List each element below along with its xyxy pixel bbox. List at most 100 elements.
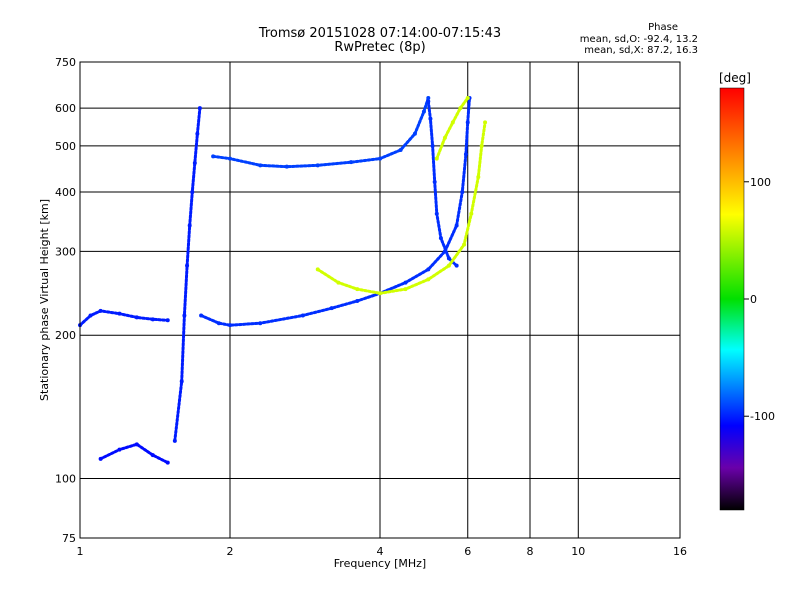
trace-point xyxy=(465,96,470,101)
y-tick-label: 200 xyxy=(55,329,76,342)
trace-point xyxy=(458,106,463,111)
trace-point xyxy=(463,152,468,157)
colorbar: [deg] 100 0 -100 xyxy=(719,71,775,511)
x-tick-label: 16 xyxy=(673,545,687,558)
plot-grid xyxy=(79,62,681,538)
trace-point xyxy=(378,156,382,161)
trace-point xyxy=(426,277,431,282)
trace-point xyxy=(329,306,334,311)
trace-point xyxy=(182,313,187,318)
trace-point xyxy=(460,189,465,194)
trace-point xyxy=(258,163,263,168)
trace-point xyxy=(179,379,184,384)
trace-point xyxy=(300,313,305,318)
trace-point xyxy=(428,116,433,121)
trace-point xyxy=(197,106,202,111)
x-tick-label: 4 xyxy=(377,545,384,558)
colorbar-label: [deg] xyxy=(719,71,751,85)
trace-point xyxy=(190,189,195,194)
trace-point xyxy=(446,263,451,268)
trace-point xyxy=(117,447,122,452)
y-axis-ticks: 75 100 200 300 400 500 600 750 xyxy=(55,56,76,545)
phase-stats-x: mean, sd,X: 87.2, 16.3 xyxy=(584,45,698,56)
colorbar-tick-label: -100 xyxy=(750,410,775,423)
trace-point xyxy=(446,256,451,261)
trace-point xyxy=(398,147,403,152)
colorbar-ticks: 100 0 -100 xyxy=(744,176,775,423)
plot-frame xyxy=(79,61,681,539)
trace-point xyxy=(462,242,467,247)
trace-point xyxy=(434,211,439,216)
trace-point xyxy=(438,236,443,241)
trace-line xyxy=(316,120,487,295)
trace-point xyxy=(442,135,447,140)
phase-stats-o: mean, sd,O: -92.4, 13.2 xyxy=(579,34,698,45)
y-tick-label: 400 xyxy=(55,186,76,199)
trace-point xyxy=(134,442,139,447)
trace-point xyxy=(426,267,431,272)
trace-point xyxy=(150,317,155,322)
y-tick-label: 500 xyxy=(55,140,76,153)
trace-point xyxy=(336,280,341,285)
trace-point xyxy=(165,318,170,323)
y-tick-label: 600 xyxy=(55,102,76,115)
colorbar-tick-label: 0 xyxy=(750,293,757,306)
trace-line xyxy=(78,309,170,327)
trace-point xyxy=(434,156,439,161)
trace-point xyxy=(469,211,474,216)
y-tick-label: 750 xyxy=(55,56,76,69)
plot-traces xyxy=(78,96,488,465)
trace-point xyxy=(479,143,484,148)
trace-point xyxy=(88,313,93,318)
x-tick-label: 6 xyxy=(464,545,471,558)
trace-point xyxy=(355,299,360,304)
trace-point xyxy=(228,156,232,161)
trace-point xyxy=(355,287,360,292)
trace-point xyxy=(187,223,192,228)
chart-subtitle: RwPretec (8p) xyxy=(334,40,426,55)
trace-point xyxy=(421,109,426,114)
trace-point xyxy=(378,291,382,296)
trace-line xyxy=(173,106,202,443)
trace-point xyxy=(315,267,320,272)
trace-line xyxy=(426,99,459,268)
trace-point xyxy=(403,280,408,285)
trace-point xyxy=(228,323,232,328)
trace-point xyxy=(465,120,470,125)
y-tick-label: 100 xyxy=(55,473,76,486)
trace-point xyxy=(476,174,481,179)
trace-point xyxy=(403,287,408,292)
trace-point xyxy=(430,143,435,148)
y-tick-label: 300 xyxy=(55,245,76,258)
trace-point xyxy=(426,96,431,101)
y-tick-label: 75 xyxy=(62,532,76,545)
trace-point xyxy=(450,120,455,125)
trace-point xyxy=(98,308,103,313)
trace-point xyxy=(192,161,197,166)
phase-stats-label: Phase xyxy=(648,22,678,33)
trace-point xyxy=(258,321,263,326)
trace-point xyxy=(117,311,122,316)
trace-point xyxy=(185,263,190,268)
trace-line xyxy=(99,442,170,465)
trace-line xyxy=(435,96,470,161)
trace-point xyxy=(454,223,459,228)
x-axis-label: Frequency [MHz] xyxy=(334,557,426,570)
trace-point xyxy=(134,315,139,320)
trace-point xyxy=(349,160,354,165)
trace-point xyxy=(150,453,155,458)
trace-point xyxy=(98,456,103,461)
x-tick-label: 10 xyxy=(571,545,585,558)
colorbar-gradient xyxy=(719,87,745,511)
trace-point xyxy=(412,131,417,136)
trace-point xyxy=(483,120,488,125)
trace-point xyxy=(216,321,221,326)
x-tick-label: 1 xyxy=(77,545,84,558)
trace-point xyxy=(165,460,170,465)
trace-point xyxy=(195,131,200,136)
x-axis-ticks: 1 2 4 6 8 10 16 xyxy=(77,545,688,558)
trace-point xyxy=(284,164,289,169)
trace-point xyxy=(426,99,431,104)
colorbar-tick-label: 100 xyxy=(750,176,771,189)
